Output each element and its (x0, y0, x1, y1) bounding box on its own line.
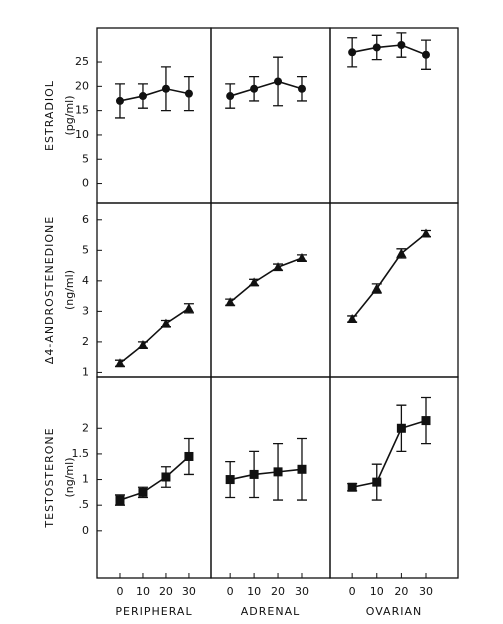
y-tick-label: 1.5 (72, 447, 90, 460)
panel-frame (329, 202, 459, 378)
y-tick-label: 3 (82, 304, 89, 317)
panel-frame (96, 27, 212, 204)
marker (371, 283, 382, 293)
panel-frame (210, 202, 331, 378)
marker (347, 314, 358, 323)
marker (421, 228, 431, 238)
data-line (229, 468, 303, 481)
marker (397, 41, 406, 50)
marker (297, 464, 307, 474)
marker (225, 297, 236, 307)
y-tick-label: .5 (79, 498, 90, 511)
marker (297, 84, 306, 93)
data-line (351, 232, 427, 320)
x-tick-label: 10 (247, 585, 261, 598)
y-tick-label: 0 (82, 177, 89, 190)
marker (250, 84, 259, 93)
marker (138, 487, 148, 497)
marker (184, 451, 194, 461)
marker (396, 248, 407, 258)
marker (137, 339, 148, 349)
panel-frame (329, 376, 459, 579)
marker (226, 92, 235, 101)
y-tick-label: 10 (75, 128, 89, 141)
y-axis-unit: (pg/ml) (63, 95, 76, 135)
marker (396, 423, 406, 433)
data-line (119, 307, 190, 364)
marker (183, 303, 194, 313)
x-tick-label: 20 (159, 585, 173, 598)
x-axis-label: PERIPHERAL (115, 605, 192, 618)
marker (161, 472, 171, 482)
x-tick-label: 10 (136, 585, 150, 598)
marker (249, 469, 259, 479)
y-tick-label: 2 (82, 421, 89, 434)
data-line (229, 257, 303, 303)
x-tick-label: 30 (419, 585, 433, 598)
marker (114, 358, 125, 368)
marker (184, 89, 193, 98)
x-tick-label: 0 (227, 585, 234, 598)
marker (160, 318, 171, 328)
data-line (351, 44, 427, 56)
marker (372, 477, 382, 487)
y-axis-label: TESTOSTERONE (43, 427, 56, 528)
marker (372, 43, 381, 52)
panel-frame (96, 202, 212, 378)
y-tick-label: 5 (82, 152, 89, 165)
y-tick-label: 1 (82, 365, 89, 378)
y-tick-label: 0 (82, 524, 89, 537)
y-tick-label: 1 (82, 473, 89, 486)
y-tick-label: 6 (82, 213, 89, 226)
marker (422, 50, 430, 59)
marker (161, 84, 170, 93)
marker (347, 482, 357, 492)
x-tick-label: 0 (349, 585, 356, 598)
x-tick-label: 30 (295, 585, 309, 598)
x-tick-label: 0 (116, 585, 123, 598)
y-axis-unit: (ng/ml) (63, 270, 76, 310)
y-tick-label: 15 (75, 104, 89, 117)
x-tick-label: 20 (271, 585, 285, 598)
x-tick-label: 30 (182, 585, 196, 598)
marker (274, 77, 283, 86)
marker (225, 475, 235, 485)
marker (273, 262, 284, 272)
x-axis-label: ADRENAL (241, 605, 300, 618)
marker (138, 92, 147, 101)
panel-frame (210, 27, 331, 204)
y-tick-label: 25 (75, 55, 89, 68)
data-line (119, 455, 190, 501)
x-tick-label: 10 (370, 585, 384, 598)
marker (421, 416, 431, 426)
x-tick-label: 20 (394, 585, 408, 598)
marker (115, 96, 124, 105)
y-tick-label: 20 (75, 79, 89, 92)
marker (273, 467, 283, 477)
y-tick-label: 5 (82, 243, 89, 256)
data-line (119, 87, 190, 102)
x-axis-label: OVARIAN (366, 605, 422, 618)
y-tick-label: 4 (82, 274, 89, 287)
panel-frame (96, 376, 212, 579)
data-line (229, 80, 303, 97)
y-axis-unit: (ng/ml) (63, 457, 76, 497)
y-axis-label: ESTRADIOL (43, 80, 56, 151)
data-line (351, 419, 427, 489)
y-tick-label: 2 (82, 335, 89, 348)
marker (115, 495, 125, 505)
marker (296, 252, 307, 262)
y-axis-label: Δ4-ANDROSTENEDIONE (43, 216, 56, 364)
marker (348, 48, 357, 57)
marker (249, 277, 260, 287)
